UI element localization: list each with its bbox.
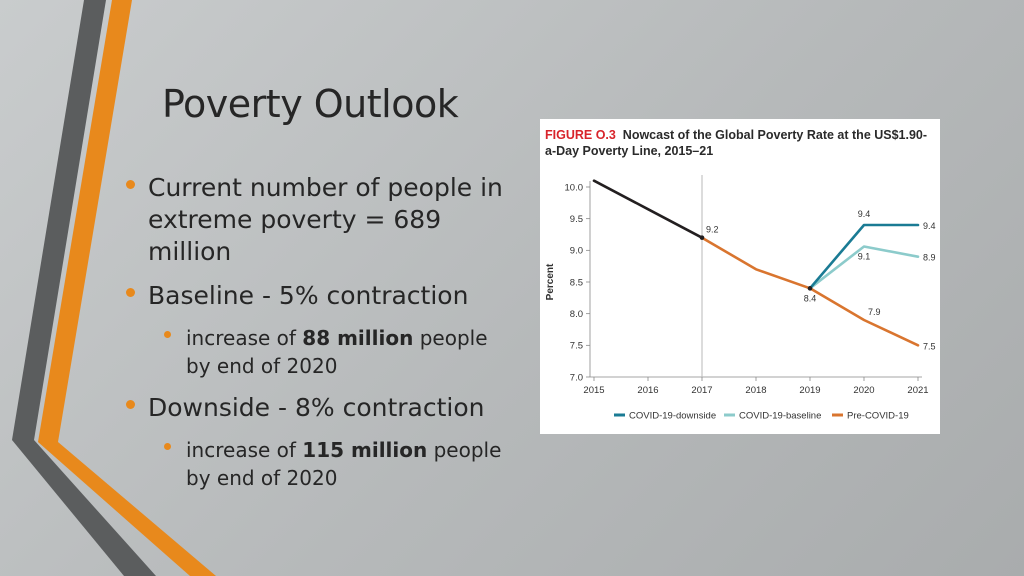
sub-bullet-highlight: 115 million xyxy=(302,438,428,462)
sub-bullet-suffix: people by end of 2020 xyxy=(186,438,502,490)
bullet-dot-icon xyxy=(126,180,135,189)
bullet-text: Current number of people in extreme pove… xyxy=(148,173,503,266)
x-tick-label: 2018 xyxy=(745,385,766,396)
y-tick-label: 7.0 xyxy=(570,372,583,383)
bullet-list: Current number of people in extreme pove… xyxy=(126,172,516,504)
data-label: 8.9 xyxy=(923,253,936,263)
bullet-dot-icon xyxy=(164,443,171,450)
orange-stripe-top xyxy=(38,0,132,442)
sub-bullet-item: increase of 115 million people by end of… xyxy=(164,436,516,492)
series-line-baseline xyxy=(808,245,920,290)
x-tick-label: 2019 xyxy=(799,385,820,396)
poverty-chart-figure: FIGURE O.3 Nowcast of the Global Poverty… xyxy=(540,119,940,434)
legend-entry: COVID-19-downside xyxy=(629,410,716,421)
data-label: 9.4 xyxy=(858,209,871,219)
sub-bullet-prefix: increase of xyxy=(186,438,303,462)
figure-label: FIGURE O.3 xyxy=(545,128,616,142)
data-label: 9.1 xyxy=(858,252,871,262)
data-label: 7.5 xyxy=(923,341,936,351)
slide-title: Poverty Outlook xyxy=(162,82,459,126)
dark-stripe-bottom xyxy=(12,440,156,576)
bullet-dot-icon xyxy=(126,400,135,409)
sub-bullet-highlight: 88 million xyxy=(302,326,414,350)
x-tick-label: 2017 xyxy=(691,385,712,396)
sub-bullet-suffix: people by end of 2020 xyxy=(186,326,488,378)
legend-entry: Pre-COVID-19 xyxy=(847,410,909,421)
y-tick-label: 9.0 xyxy=(570,246,583,257)
orange-stripe-bottom xyxy=(38,442,216,576)
bullet-dot-icon xyxy=(164,331,171,338)
x-tick-label: 2016 xyxy=(637,385,658,396)
dark-stripe-top xyxy=(12,0,106,440)
y-axis-label: Percent xyxy=(545,263,556,300)
data-label: 9.2 xyxy=(706,225,719,235)
x-tick-label: 2015 xyxy=(583,385,604,396)
bullet-item: Baseline - 5% contraction xyxy=(126,280,516,312)
bullet-text: Downside - 8% contraction xyxy=(148,393,485,422)
data-label: 9.4 xyxy=(923,221,936,231)
data-point xyxy=(699,235,705,240)
series-line-history xyxy=(592,179,704,239)
series-line-downside xyxy=(808,223,920,290)
chart-title: FIGURE O.3 Nowcast of the Global Poverty… xyxy=(545,127,930,159)
data-point xyxy=(807,286,813,291)
legend-entry: COVID-19-baseline xyxy=(739,410,821,421)
data-label: 8.4 xyxy=(804,293,817,303)
series-line-precovid xyxy=(700,236,920,347)
y-tick-label: 8.0 xyxy=(570,309,583,320)
chart-title-text: Nowcast of the Global Poverty Rate at th… xyxy=(545,128,928,158)
bullet-dot-icon xyxy=(126,288,135,297)
x-tick-label: 2021 xyxy=(907,385,928,396)
y-tick-label: 9.5 xyxy=(570,214,583,225)
data-label: 7.9 xyxy=(868,307,881,317)
y-tick-label: 7.5 xyxy=(570,341,583,352)
bullet-item: Current number of people in extreme pove… xyxy=(126,172,516,268)
y-tick-label: 10.0 xyxy=(565,182,584,193)
sub-bullet-prefix: increase of xyxy=(186,326,303,350)
bullet-text: Baseline - 5% contraction xyxy=(148,281,469,310)
y-tick-label: 8.5 xyxy=(570,277,583,288)
bullet-item: Downside - 8% contraction xyxy=(126,392,516,424)
sub-bullet-item: increase of 88 million people by end of … xyxy=(164,324,516,380)
x-tick-label: 2020 xyxy=(853,385,874,396)
